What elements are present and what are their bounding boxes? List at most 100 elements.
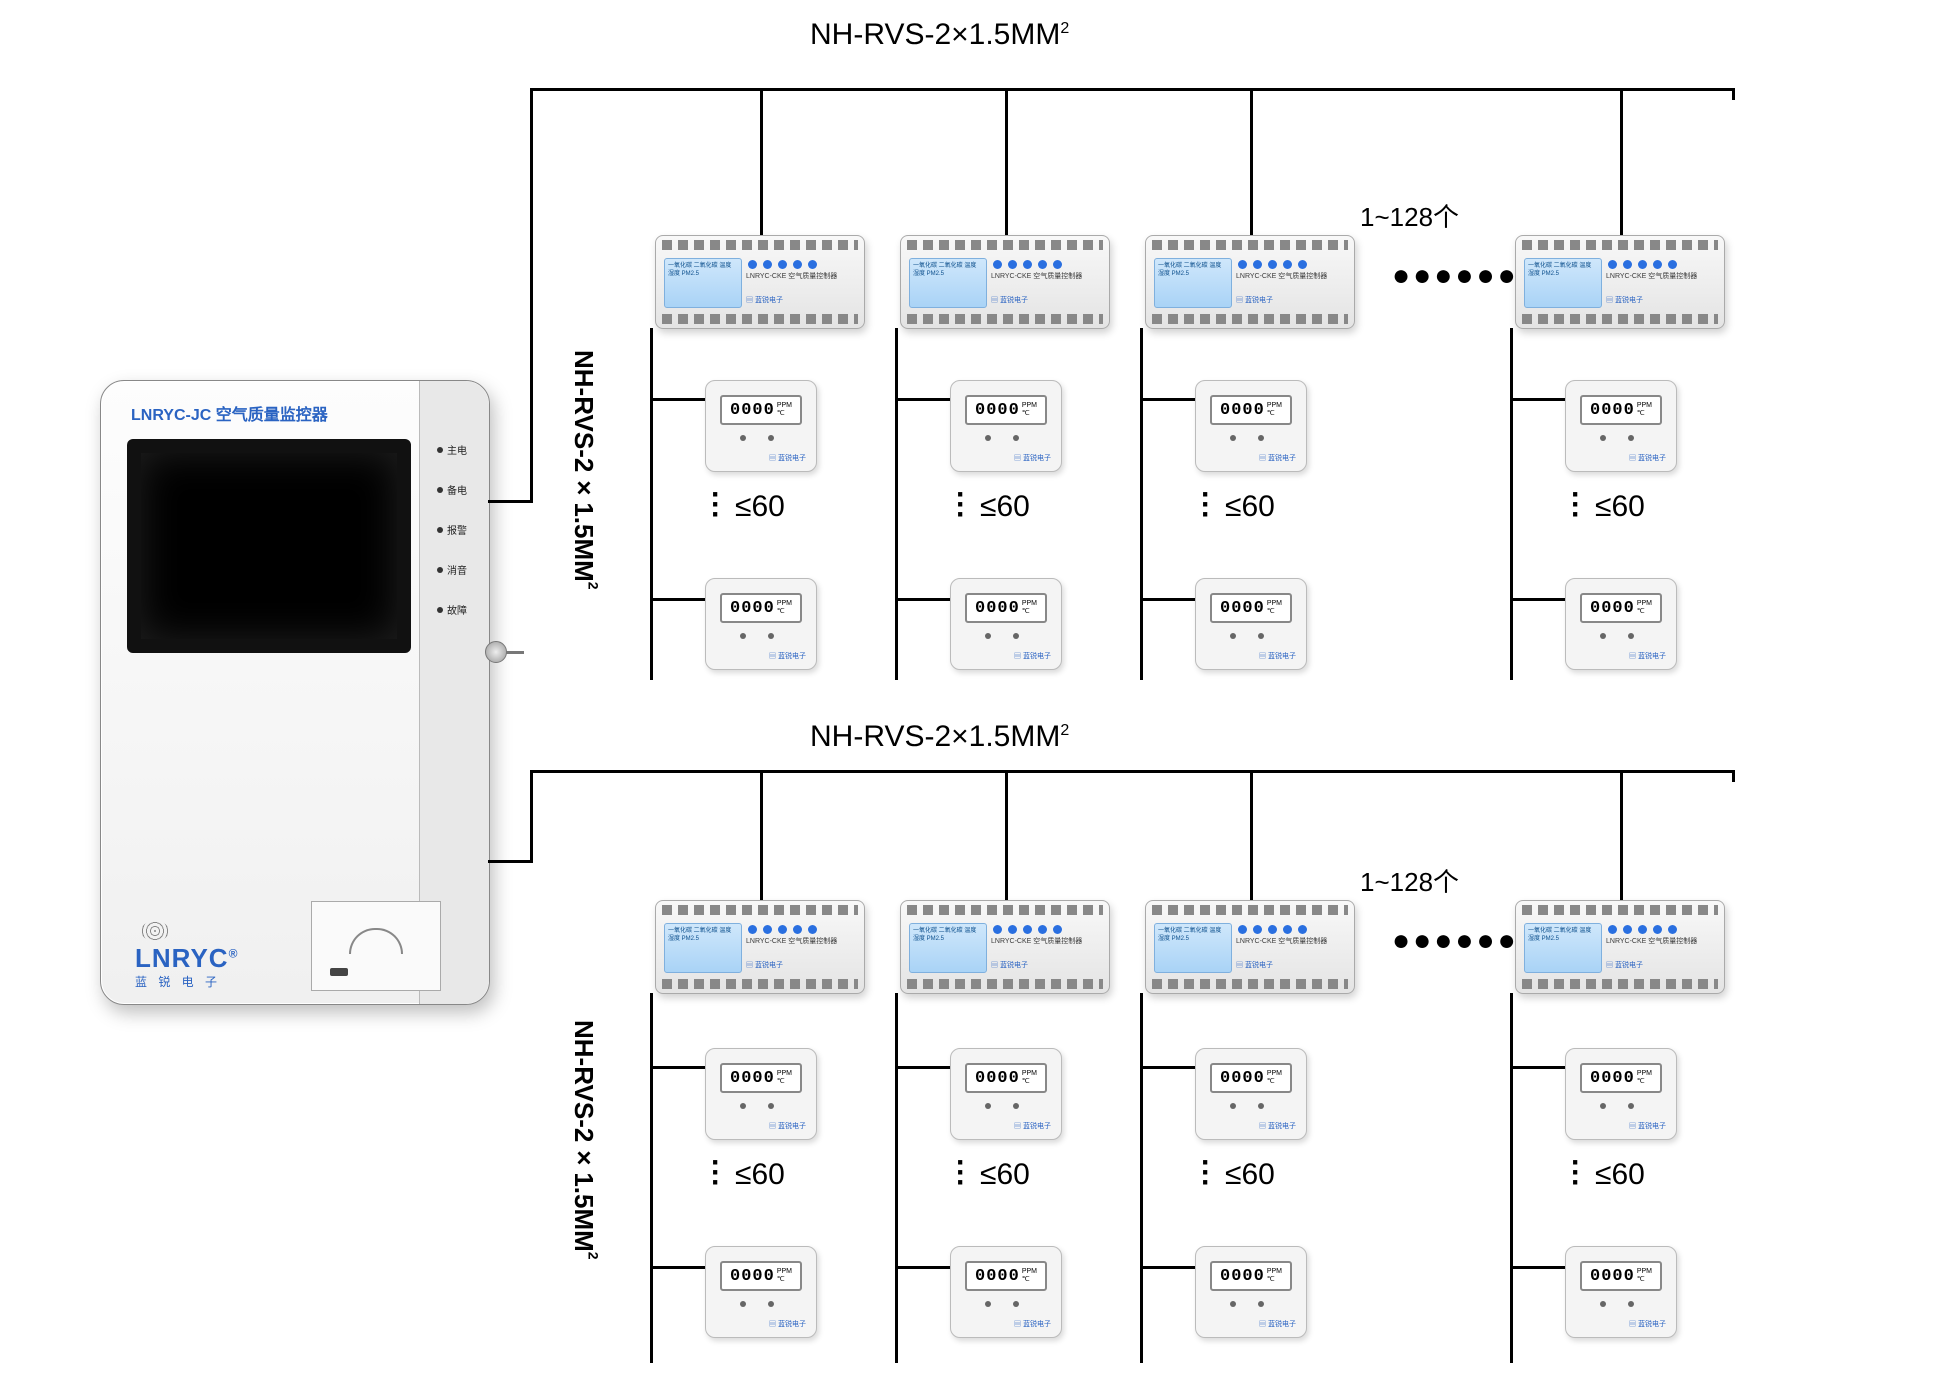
wire: [895, 993, 898, 1363]
sensor-unit: 0000PPM℃▤ 蓝锐电子: [1565, 578, 1677, 670]
ellipsis-horizontal-icon: ●●●●●●: [1392, 924, 1519, 958]
module-panel: 一氧化碳 二氧化碳 温度 湿度 PM2.5: [909, 923, 987, 973]
sensor-unit: 0000PPM℃▤ 蓝锐电子: [705, 578, 817, 670]
printer-slot: [311, 901, 441, 991]
controller-module: 一氧化碳 二氧化碳 温度 湿度 PM2.5LNRYC-CKE 空气质量控制器▤ …: [1145, 900, 1355, 994]
sensor-unit: 0000PPM℃▤ 蓝锐电子: [1195, 1246, 1307, 1338]
main-controller: LNRYC-JC 空气质量监控器 主电 备电 报警 消音 故障 LNRYC® 蓝…: [100, 380, 490, 1005]
module-panel: 一氧化碳 二氧化碳 温度 湿度 PM2.5: [909, 258, 987, 308]
wire: [1005, 770, 1008, 905]
module-panel: 一氧化碳 二氧化碳 温度 湿度 PM2.5: [664, 258, 742, 308]
wire: [1140, 328, 1143, 680]
wire: [1510, 993, 1513, 1363]
wire: [895, 398, 955, 401]
wire: [1140, 598, 1200, 601]
led-backup-power: 备电: [429, 481, 475, 499]
lock-knob-icon: [485, 641, 507, 663]
wire: [650, 1066, 710, 1069]
wire: [1732, 88, 1735, 100]
module-info: LNRYC-CKE 空气质量控制器▤ 蓝锐电子: [1606, 921, 1716, 975]
sensor-lcd: 0000PPM℃: [720, 593, 802, 623]
speaker-icon: [141, 921, 169, 941]
bus-label-top: NH-RVS-2×1.5MM2: [810, 18, 1069, 52]
sensor-lcd: 0000PPM℃: [1210, 1063, 1292, 1093]
sensor-count-label: ≤60: [735, 1158, 785, 1192]
sensor-unit: 0000PPM℃▤ 蓝锐电子: [1565, 380, 1677, 472]
sensor-count-label: ≤60: [1595, 490, 1645, 524]
wire: [1510, 1266, 1570, 1269]
controller-module: 一氧化碳 二氧化碳 温度 湿度 PM2.5LNRYC-CKE 空气质量控制器▤ …: [900, 900, 1110, 994]
wire: [530, 88, 1735, 91]
wire: [1510, 398, 1570, 401]
led-mute: 消音: [429, 561, 475, 579]
module-panel: 一氧化碳 二氧化碳 温度 湿度 PM2.5: [1524, 923, 1602, 973]
controller-module: 一氧化碳 二氧化碳 温度 湿度 PM2.5LNRYC-CKE 空气质量控制器▤ …: [1515, 900, 1725, 994]
sensor-unit: 0000PPM℃▤ 蓝锐电子: [950, 1048, 1062, 1140]
sensor-count-label: ≤60: [980, 490, 1030, 524]
wire: [488, 500, 533, 503]
module-count-label: 1~128个: [1360, 197, 1459, 234]
sensor-unit: 0000PPM℃▤ 蓝锐电子: [1565, 1048, 1677, 1140]
module-info: LNRYC-CKE 空气质量控制器▤ 蓝锐电子: [1606, 256, 1716, 310]
module-info: LNRYC-CKE 空气质量控制器▤ 蓝锐电子: [1236, 921, 1346, 975]
led-main-power: 主电: [429, 441, 475, 459]
module-count-label: 1~128个: [1360, 862, 1459, 899]
module-info: LNRYC-CKE 空气质量控制器▤ 蓝锐电子: [746, 256, 856, 310]
wire: [1140, 1266, 1200, 1269]
led-fault: 故障: [429, 601, 475, 619]
sensor-unit: 0000PPM℃▤ 蓝锐电子: [1565, 1246, 1677, 1338]
wire: [530, 770, 1735, 773]
main-screen: [127, 439, 411, 653]
wire: [1510, 1066, 1570, 1069]
sensor-count-label: ≤60: [1225, 490, 1275, 524]
sensor-lcd: 0000PPM℃: [720, 1261, 802, 1291]
sensor-unit: 0000PPM℃▤ 蓝锐电子: [1195, 578, 1307, 670]
wire: [650, 993, 653, 1363]
ellipsis-vertical-icon: ···: [711, 490, 721, 520]
wire: [530, 770, 533, 863]
brand-sub: 蓝 锐 电 子: [135, 973, 221, 990]
sensor-lcd: 0000PPM℃: [720, 1063, 802, 1093]
controller-module: 一氧化碳 二氧化碳 温度 湿度 PM2.5LNRYC-CKE 空气质量控制器▤ …: [655, 235, 865, 329]
module-info: LNRYC-CKE 空气质量控制器▤ 蓝锐电子: [1236, 256, 1346, 310]
wire: [895, 1266, 955, 1269]
sensor-unit: 0000PPM℃▤ 蓝锐电子: [950, 1246, 1062, 1338]
module-panel: 一氧化碳 二氧化碳 温度 湿度 PM2.5: [1524, 258, 1602, 308]
sensor-lcd: 0000PPM℃: [1210, 593, 1292, 623]
module-panel: 一氧化碳 二氧化碳 温度 湿度 PM2.5: [664, 923, 742, 973]
wire: [1140, 993, 1143, 1363]
sensor-lcd: 0000PPM℃: [965, 593, 1047, 623]
sensor-unit: 0000PPM℃▤ 蓝锐电子: [705, 380, 817, 472]
wire: [1510, 598, 1570, 601]
wire: [1140, 398, 1200, 401]
controller-module: 一氧化碳 二氧化碳 温度 湿度 PM2.5LNRYC-CKE 空气质量控制器▤ …: [900, 235, 1110, 329]
wire: [650, 398, 710, 401]
sensor-unit: 0000PPM℃▤ 蓝锐电子: [950, 380, 1062, 472]
wire: [650, 598, 710, 601]
wire: [1732, 770, 1735, 782]
sensor-lcd: 0000PPM℃: [965, 395, 1047, 425]
sensor-lcd: 0000PPM℃: [1210, 395, 1292, 425]
ellipsis-vertical-icon: ···: [1571, 490, 1581, 520]
wire: [895, 1066, 955, 1069]
module-panel: 一氧化碳 二氧化碳 温度 湿度 PM2.5: [1154, 923, 1232, 973]
ellipsis-vertical-icon: ···: [711, 1158, 721, 1188]
sensor-unit: 0000PPM℃▤ 蓝锐电子: [705, 1246, 817, 1338]
sensor-lcd: 0000PPM℃: [1580, 593, 1662, 623]
module-info: LNRYC-CKE 空气质量控制器▤ 蓝锐电子: [991, 921, 1101, 975]
sensor-lcd: 0000PPM℃: [1210, 1261, 1292, 1291]
wire: [650, 1266, 710, 1269]
ellipsis-vertical-icon: ···: [956, 490, 966, 520]
sensor-count-label: ≤60: [1595, 1158, 1645, 1192]
wire: [895, 598, 955, 601]
controller-module: 一氧化碳 二氧化碳 温度 湿度 PM2.5LNRYC-CKE 空气质量控制器▤ …: [1145, 235, 1355, 329]
wire: [650, 328, 653, 680]
wire: [530, 88, 533, 503]
ellipsis-vertical-icon: ···: [1201, 1158, 1211, 1188]
ellipsis-horizontal-icon: ●●●●●●: [1392, 259, 1519, 293]
wire: [1250, 88, 1253, 238]
vbus-label-2: NH-RVS-2×1.5MM2: [568, 1020, 602, 1260]
module-panel: 一氧化碳 二氧化碳 温度 湿度 PM2.5: [1154, 258, 1232, 308]
wire: [1620, 88, 1623, 238]
ellipsis-vertical-icon: ···: [1201, 490, 1211, 520]
